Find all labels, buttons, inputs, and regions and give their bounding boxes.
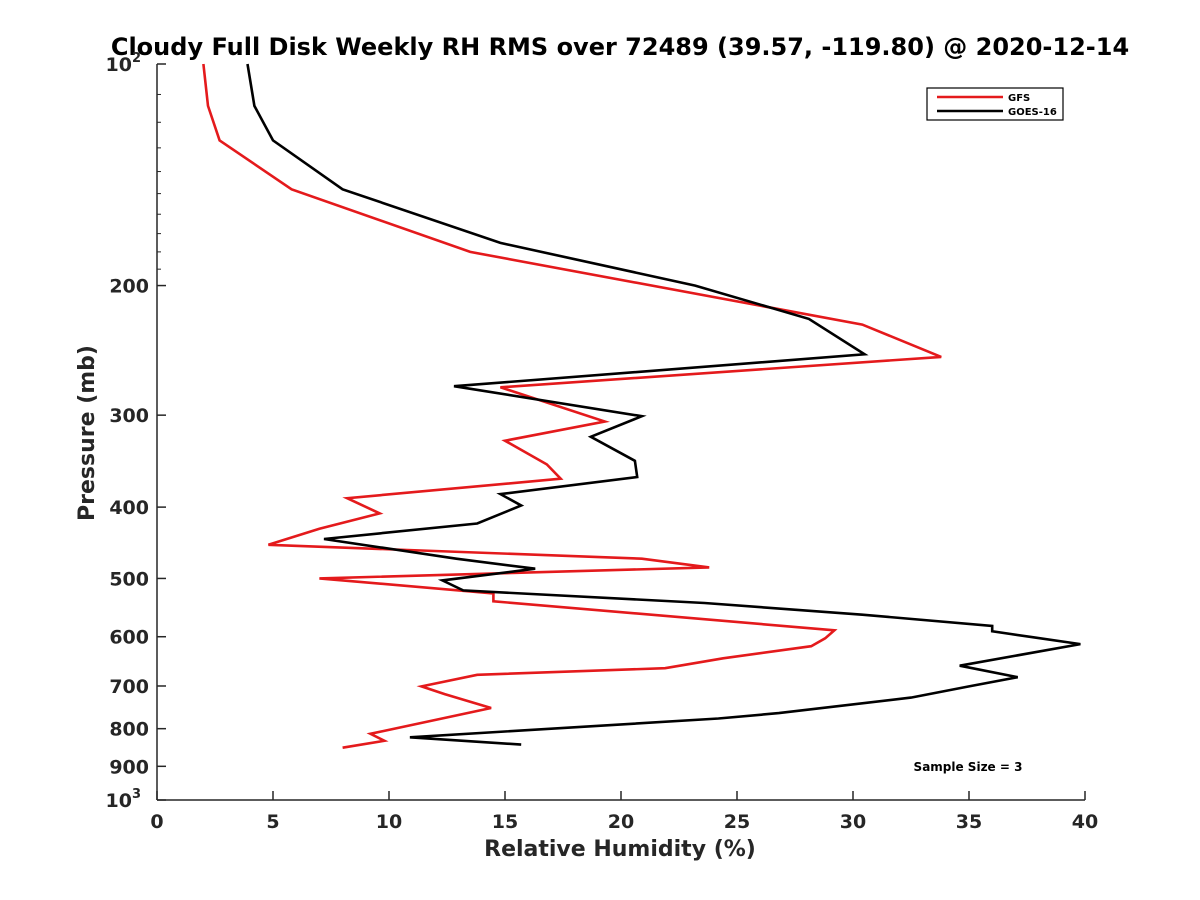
- y-tick-label: 102: [106, 51, 142, 76]
- y-tick-label: 700: [109, 676, 149, 698]
- series-line-goes16: [246, 63, 1081, 746]
- y-tick-label: 900: [109, 756, 149, 778]
- y-axis-label: Pressure (mb): [75, 345, 100, 521]
- legend: GFS GOES-16: [926, 87, 1064, 121]
- y-tick-label: 103: [106, 787, 142, 812]
- x-tick-label: 10: [376, 811, 402, 833]
- x-tick-label: 0: [150, 811, 163, 833]
- x-tick-label: 35: [956, 811, 982, 833]
- x-axis: 0 5 10 15 20 25 30 35 40: [150, 791, 1098, 833]
- y-tick-label: 600: [109, 627, 149, 649]
- y-axis: 102 200 300 400 500 600 700 800 900 103: [106, 51, 166, 812]
- series-layer: [202, 63, 1081, 749]
- y-tick-label: 400: [109, 497, 149, 519]
- sample-size-annotation: Sample Size = 3: [914, 760, 1023, 774]
- x-axis-label: Relative Humidity (%): [484, 837, 756, 862]
- y-tick-label: 500: [109, 568, 149, 590]
- x-tick-label: 40: [1072, 811, 1098, 833]
- chart-title: Cloudy Full Disk Weekly RH RMS over 7248…: [111, 33, 1129, 61]
- legend-box: [926, 87, 1064, 121]
- y-tick-label: 300: [109, 405, 149, 427]
- y-tick-label: 200: [109, 276, 149, 298]
- x-tick-label: 30: [840, 811, 866, 833]
- series-line-gfs: [202, 63, 942, 749]
- x-tick-label: 5: [266, 811, 279, 833]
- x-tick-label: 15: [492, 811, 518, 833]
- x-tick-label: 20: [608, 811, 634, 833]
- legend-label-gfs: GFS: [1008, 93, 1030, 104]
- y-tick-label: 800: [109, 719, 149, 741]
- legend-label-goes16: GOES-16: [1008, 107, 1057, 118]
- x-tick-label: 25: [724, 811, 750, 833]
